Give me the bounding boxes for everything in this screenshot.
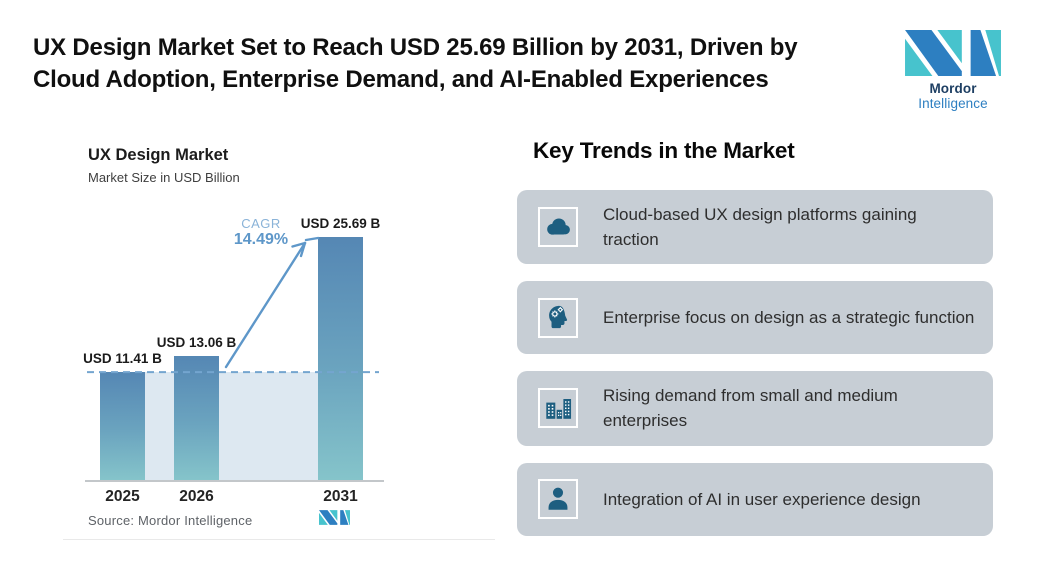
mordor-logo-mark-small-icon	[319, 510, 350, 525]
chart-title: UX Design Market	[88, 146, 229, 164]
page-title: UX Design Market Set to Reach USD 25.69 …	[33, 32, 878, 95]
bar-2031	[318, 237, 363, 480]
trend-text: Cloud-based UX design platforms gaining …	[603, 205, 917, 250]
trend-card-cloud-platforms: Cloud-based UX design platforms gaining …	[517, 190, 993, 265]
bar-2025	[100, 372, 145, 480]
cloud-icon	[538, 207, 578, 248]
brand-name-regular: Intelligence	[918, 96, 988, 111]
buildings-icon	[538, 388, 578, 429]
bar-value-label-2031: USD 25.69 B	[300, 216, 381, 231]
chart-subtitle: Market Size in USD Billion	[88, 170, 240, 185]
x-tick-2025: 2025	[105, 488, 140, 505]
mordor-intelligence-logo: Mordor Intelligence	[893, 30, 1013, 111]
cagr-label: CAGR	[241, 216, 281, 231]
x-tick-2031: 2031	[323, 488, 358, 505]
trend-text: Enterprise focus on design as a strategi…	[603, 308, 975, 328]
trend-card-sme-demand: Rising demand from small and medium ente…	[517, 371, 993, 446]
bar-chart-plot: USD 11.41 B USD 13.06 B USD 25.69 B CAGR…	[63, 130, 495, 540]
bar-2026	[174, 356, 219, 480]
person-icon	[538, 479, 578, 520]
ux-design-market-chart: UX Design Market Market Size in USD Bill…	[63, 130, 495, 540]
page-title-line-2: Cloud Adoption, Enterprise Demand, and A…	[33, 65, 769, 93]
brand-wordmark: Mordor Intelligence	[893, 81, 1013, 111]
trend-card-ai-integration: Integration of AI in user experience des…	[517, 462, 993, 536]
chart-source: Source: Mordor Intelligence	[88, 513, 253, 528]
x-tick-2026: 2026	[179, 488, 214, 505]
brand-name-bold: Mordor	[929, 81, 977, 96]
cagr-value: 14.49%	[233, 231, 289, 248]
key-trends-heading: Key Trends in the Market	[533, 138, 795, 163]
trend-card-enterprise-design: Enterprise focus on design as a strategi…	[517, 281, 993, 355]
head-gears-icon	[538, 297, 578, 338]
page-title-line-1: UX Design Market Set to Reach USD 25.69 …	[33, 34, 798, 61]
trend-text: Integration of AI in user experience des…	[603, 489, 921, 509]
trend-text: Rising demand from small and medium ente…	[603, 386, 898, 431]
bar-value-label-2026: USD 13.06 B	[156, 335, 237, 351]
mordor-logo-mark-icon	[905, 30, 1001, 76]
bar-value-label-2025: USD 11.41 B	[83, 351, 162, 367]
key-trends-panel: Key Trends in the Market Cloud-based UX …	[517, 130, 993, 553]
x-axis-line	[85, 480, 384, 482]
cagr-annotation: CAGR 14.49%	[219, 216, 303, 249]
